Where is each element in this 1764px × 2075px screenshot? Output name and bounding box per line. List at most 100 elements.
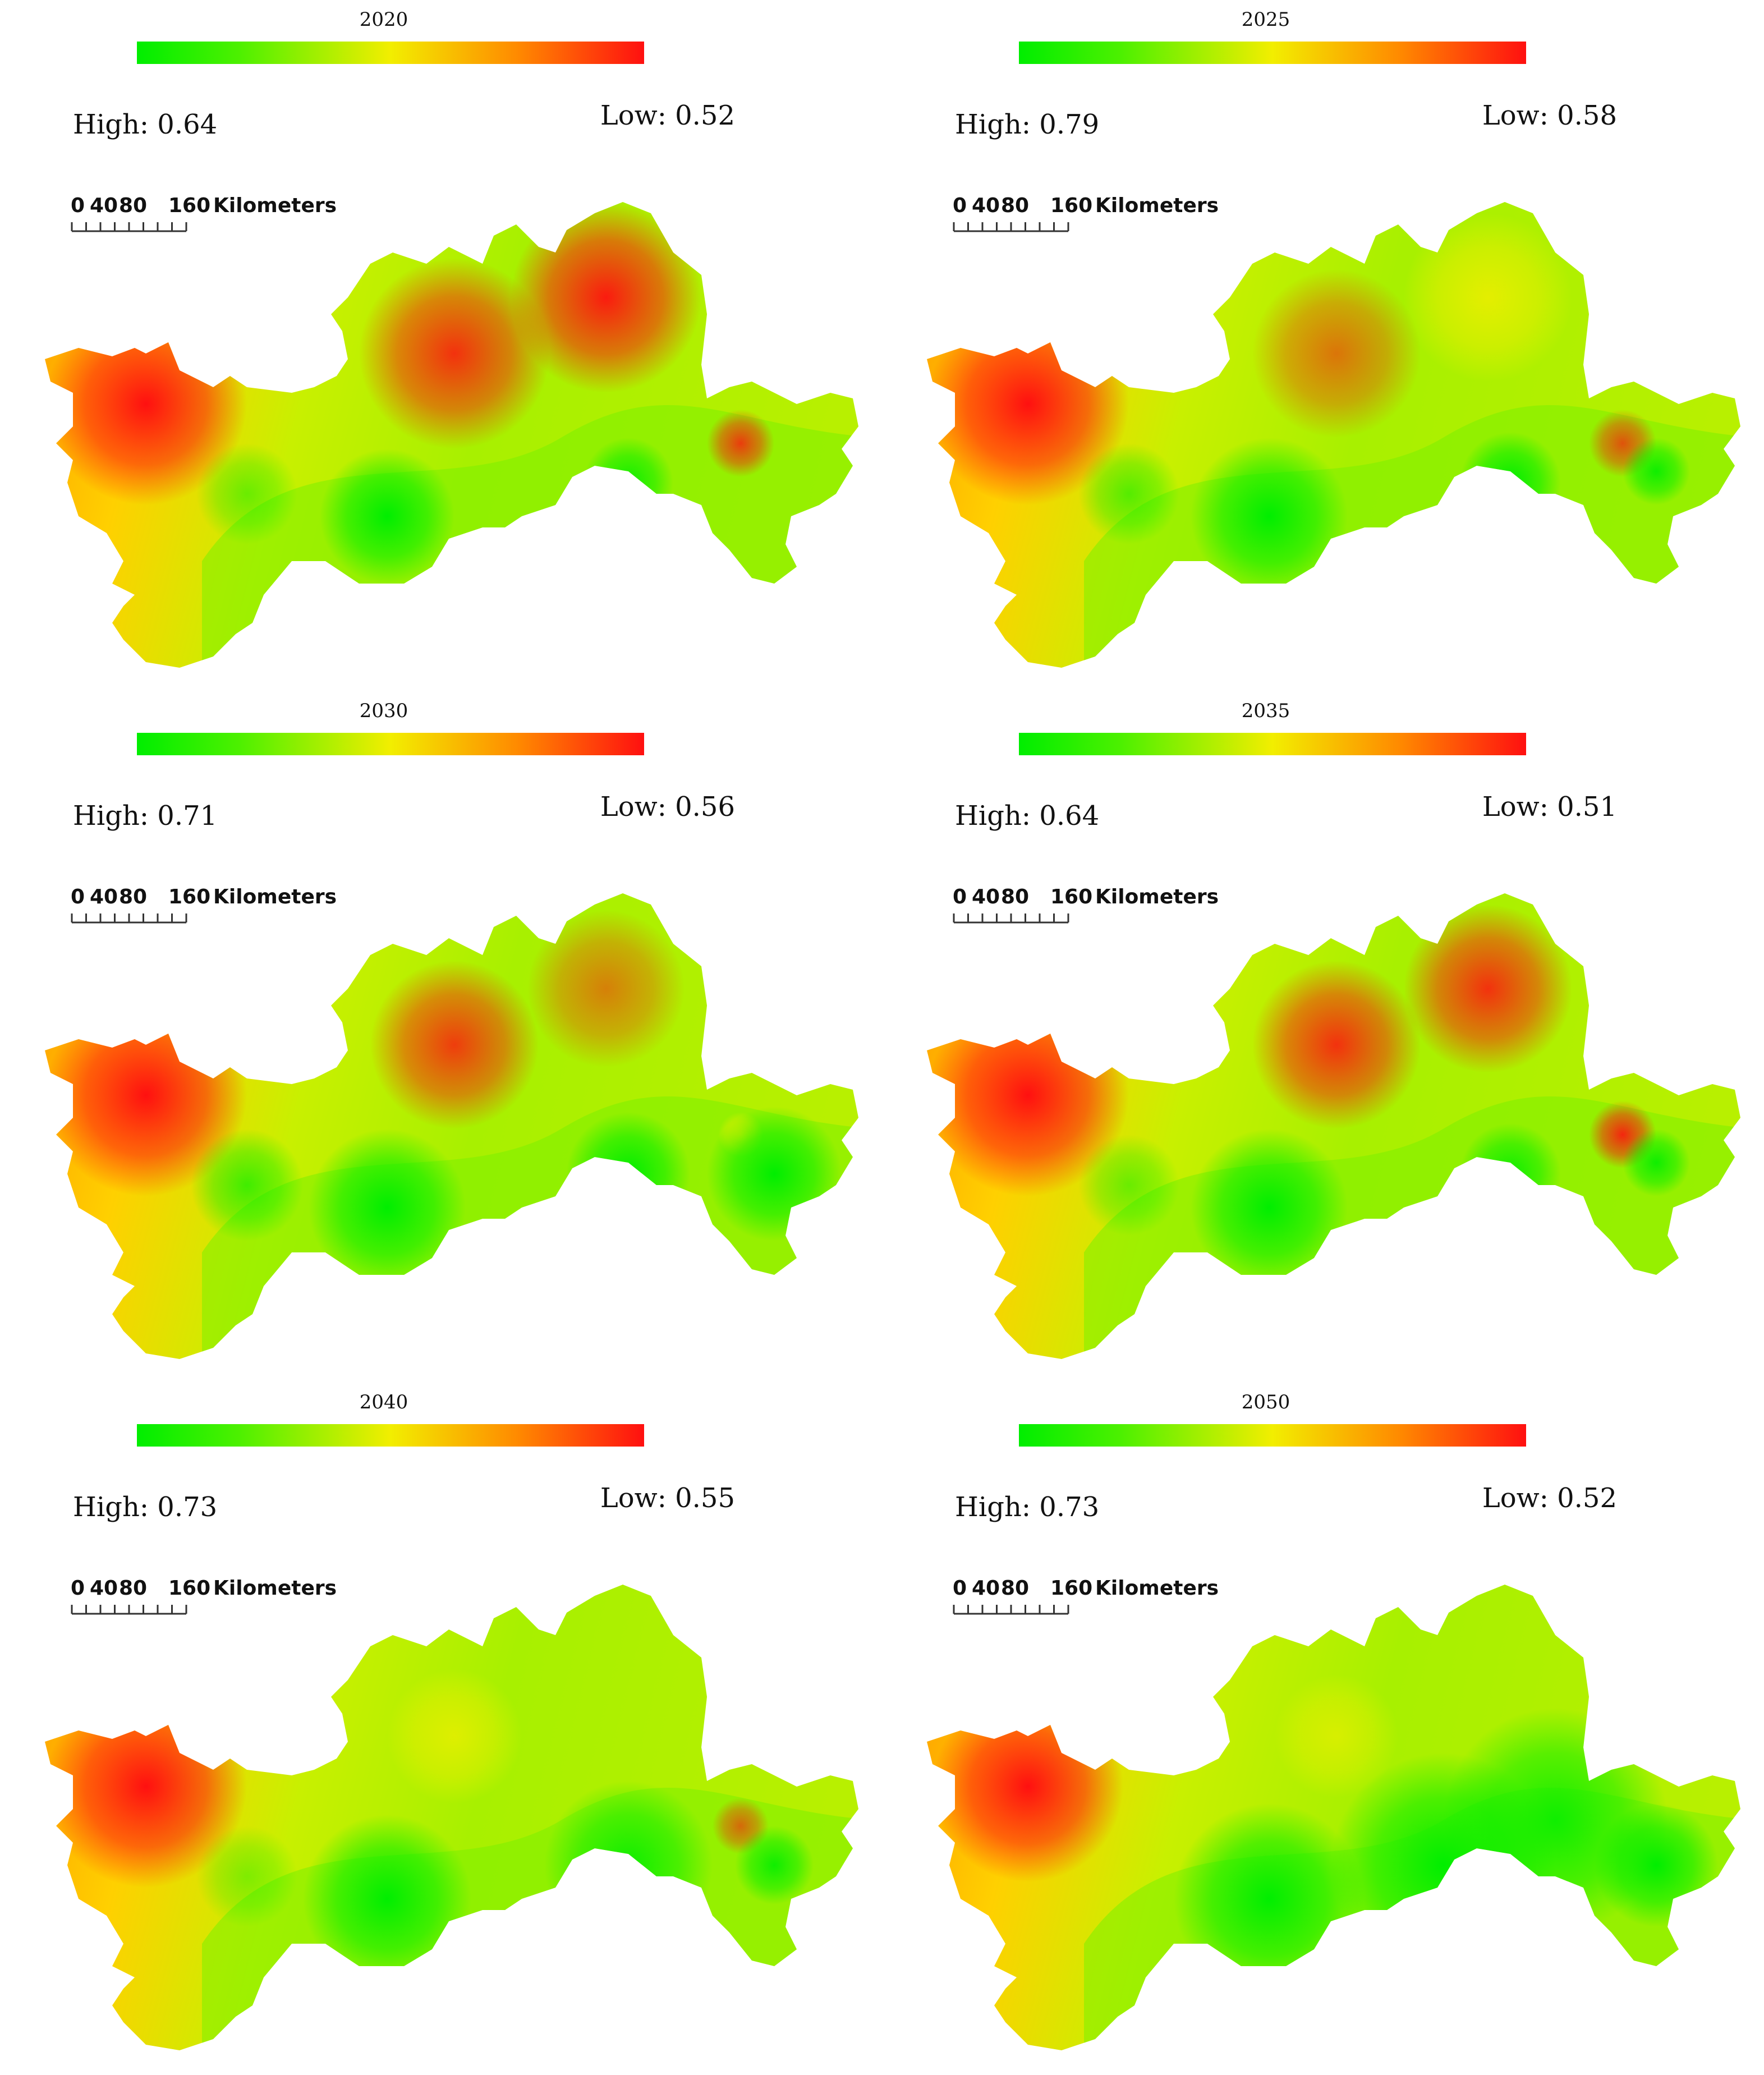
color-bar bbox=[137, 1424, 644, 1447]
year-label: 2025 bbox=[1242, 8, 1290, 31]
color-bar bbox=[1019, 733, 1526, 755]
year-label: 2035 bbox=[1242, 700, 1290, 722]
map-panel-2025: 2025 High: 0.79 Low: 0.58 0 40 80 160 Kilometer… bbox=[882, 0, 1764, 691]
value-spot bbox=[370, 961, 539, 1129]
value-spot bbox=[309, 1129, 466, 1286]
map-svg: 2040 High: 0.73 Low: 0.55 0 40 80 160 Kilometer… bbox=[45, 1391, 858, 2050]
value-spot bbox=[1404, 213, 1572, 382]
value-spot bbox=[1623, 1129, 1690, 1196]
map-svg: 2025 High: 0.79 Low: 0.58 0 40 80 160 Kilometer… bbox=[927, 8, 1740, 668]
scale-unit-label: Kilometers bbox=[1095, 194, 1219, 217]
scale-unit-label: Kilometers bbox=[213, 194, 337, 217]
map-panel-2030: 2030 High: 0.71 Low: 0.56 0 40 80 160 Kilometer… bbox=[0, 691, 882, 1383]
region-map bbox=[927, 893, 1740, 1359]
value-spot bbox=[320, 449, 454, 584]
scale-tick-label: 0 bbox=[953, 885, 967, 908]
region-map bbox=[45, 1585, 858, 2050]
year-label: 2040 bbox=[360, 1391, 408, 1413]
low-label: Low: 0.56 bbox=[600, 791, 735, 823]
scale-tick-label: 40 bbox=[90, 885, 118, 908]
high-label: High: 0.79 bbox=[955, 109, 1099, 140]
value-spot bbox=[735, 1826, 814, 1904]
map-svg: 2035 High: 0.64 Low: 0.51 0 40 80 160 Kilometer… bbox=[927, 700, 1740, 1359]
value-spot bbox=[1275, 1674, 1398, 1798]
value-spot bbox=[191, 1129, 303, 1241]
scale-unit-label: Kilometers bbox=[213, 1577, 337, 1600]
low-label: Low: 0.51 bbox=[1482, 791, 1617, 823]
scale-tick-label: 40 bbox=[972, 885, 1000, 908]
high-label: High: 0.64 bbox=[955, 800, 1099, 832]
scale-bar: 0 40 80 160 Kilometers bbox=[71, 885, 337, 924]
value-spot bbox=[544, 1781, 713, 1949]
region-map bbox=[45, 202, 858, 668]
scale-bar: 0 40 80 160 Kilometers bbox=[953, 1577, 1219, 1615]
scale-tick-label: 0 bbox=[71, 1577, 85, 1600]
scale-tick-label: 160 bbox=[1050, 885, 1092, 908]
value-spot bbox=[707, 1107, 842, 1241]
scale-tick-label: 40 bbox=[90, 1577, 118, 1600]
low-label: Low: 0.52 bbox=[600, 100, 735, 131]
scale-tick-label: 160 bbox=[168, 885, 210, 908]
low-label: Low: 0.55 bbox=[600, 1482, 735, 1514]
value-spot bbox=[1623, 438, 1690, 505]
region-map bbox=[927, 1585, 1740, 2050]
value-spot bbox=[1078, 443, 1179, 544]
year-label: 2030 bbox=[360, 700, 408, 722]
low-label: Low: 0.52 bbox=[1482, 1482, 1617, 1514]
value-spot bbox=[1252, 961, 1421, 1129]
high-label: High: 0.64 bbox=[73, 109, 217, 140]
scale-tick-label: 0 bbox=[71, 194, 85, 217]
map-svg: 2050 High: 0.73 Low: 0.52 0 40 80 160 Kilometer… bbox=[927, 1391, 1740, 2050]
map-panel-2020: 2020 High: 0.64 Low: 0.52 0 40 80 160 Kilometer… bbox=[0, 0, 882, 691]
value-spot bbox=[527, 910, 685, 1067]
year-label: 2020 bbox=[360, 8, 408, 31]
scale-tick-label: 80 bbox=[119, 194, 147, 217]
year-label: 2050 bbox=[1242, 1391, 1290, 1413]
color-bar bbox=[137, 733, 644, 755]
value-spot bbox=[932, 1691, 1123, 1882]
low-label: Low: 0.58 bbox=[1482, 100, 1617, 131]
scale-tick-label: 80 bbox=[1001, 194, 1029, 217]
scale-unit-label: Kilometers bbox=[213, 885, 337, 908]
map-panel-2035: 2035 High: 0.64 Low: 0.51 0 40 80 160 Kilometer… bbox=[882, 691, 1764, 1383]
scale-tick-label: 0 bbox=[71, 885, 85, 908]
value-spot bbox=[1460, 1123, 1561, 1224]
color-bar bbox=[1019, 42, 1526, 64]
scale-bar: 0 40 80 160 Kilometers bbox=[71, 194, 337, 232]
value-spot bbox=[1191, 1129, 1348, 1286]
scale-tick-label: 0 bbox=[953, 1577, 967, 1600]
scale-unit-label: Kilometers bbox=[1095, 1577, 1219, 1600]
scale-tick-label: 80 bbox=[119, 1577, 147, 1600]
high-label: High: 0.73 bbox=[73, 1491, 217, 1523]
value-spot bbox=[1078, 1135, 1179, 1236]
scale-tick-label: 40 bbox=[972, 194, 1000, 217]
scale-unit-label: Kilometers bbox=[1095, 885, 1219, 908]
map-svg: 2020 High: 0.64 Low: 0.52 0 40 80 160 Kilometer… bbox=[45, 8, 858, 668]
region-map bbox=[45, 893, 858, 1359]
value-spot bbox=[567, 1112, 690, 1236]
value-spot bbox=[303, 1815, 471, 1983]
value-spot bbox=[1595, 1803, 1718, 1927]
value-spot bbox=[1460, 432, 1561, 533]
high-label: High: 0.71 bbox=[73, 800, 217, 832]
high-label: High: 0.73 bbox=[955, 1491, 1099, 1523]
value-spot bbox=[1404, 905, 1572, 1073]
scale-tick-label: 40 bbox=[972, 1577, 1000, 1600]
value-spot bbox=[1252, 269, 1421, 438]
scale-tick-label: 80 bbox=[119, 885, 147, 908]
scale-tick-label: 160 bbox=[168, 194, 210, 217]
map-svg: 2030 High: 0.71 Low: 0.56 0 40 80 160 Kilometer… bbox=[45, 700, 858, 1359]
color-bar bbox=[137, 42, 644, 64]
scale-bar: 0 40 80 160 Kilometers bbox=[71, 1577, 337, 1615]
region-map bbox=[927, 202, 1740, 668]
map-panel-2050: 2050 High: 0.73 Low: 0.52 0 40 80 160 Kilometer… bbox=[882, 1383, 1764, 2074]
value-spot bbox=[707, 410, 774, 477]
scale-tick-label: 40 bbox=[90, 194, 118, 217]
scale-tick-label: 160 bbox=[1050, 194, 1092, 217]
scale-bar: 0 40 80 160 Kilometers bbox=[953, 885, 1219, 924]
value-spot bbox=[359, 258, 550, 449]
value-spot bbox=[584, 438, 673, 527]
scale-tick-label: 160 bbox=[1050, 1577, 1092, 1600]
value-spot bbox=[196, 1826, 297, 1927]
scale-tick-label: 80 bbox=[1001, 885, 1029, 908]
